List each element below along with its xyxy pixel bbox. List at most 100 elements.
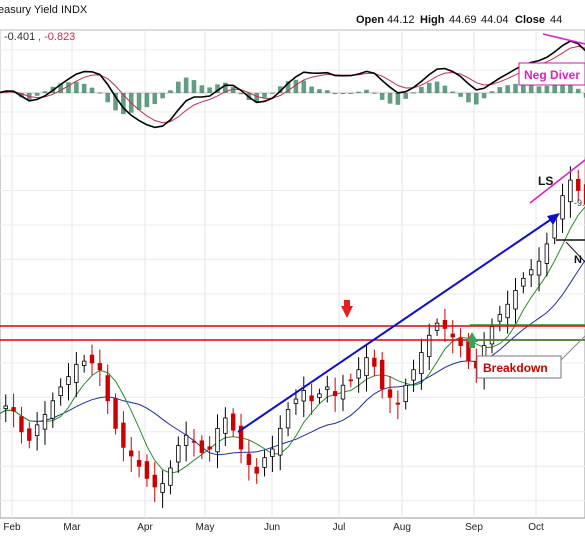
macd-divergence-line	[543, 34, 585, 44]
candle-body	[357, 370, 361, 378]
candle-body	[169, 468, 173, 485]
price-candle	[90, 345, 94, 375]
candle-body	[20, 417, 24, 432]
down-arrow-marker	[341, 306, 353, 318]
down-arrow-stem	[344, 300, 350, 307]
up-arrow-stem	[469, 342, 475, 348]
macd-histogram-bar	[364, 90, 369, 93]
candle-body	[145, 462, 149, 479]
high-value: 44.69	[449, 14, 477, 26]
candle-body	[43, 415, 47, 430]
price-candle	[365, 344, 369, 391]
macd-histogram-bar	[411, 92, 416, 93]
macd-histogram-bar	[474, 93, 479, 104]
candle-body	[529, 270, 533, 275]
macd-histogram-bar	[43, 91, 48, 93]
price-candle	[176, 436, 180, 472]
price-layer	[0, 166, 585, 508]
candle-body	[67, 377, 71, 385]
price-candle	[569, 166, 573, 217]
candle-body	[51, 401, 55, 419]
candle-body	[341, 385, 345, 399]
macd-histogram-bar	[66, 82, 71, 93]
macd-histogram-bar	[490, 91, 495, 93]
price-candle	[161, 470, 165, 508]
macd-histogram-bar	[168, 90, 173, 93]
price-candle	[59, 378, 63, 405]
price-candle	[459, 328, 463, 357]
candle-body	[545, 244, 549, 263]
price-candle	[545, 233, 549, 277]
candle-body	[114, 399, 118, 429]
candle-body	[412, 370, 416, 380]
candle-body	[380, 360, 384, 388]
macd-histogram-bar	[184, 78, 189, 93]
candle-body	[247, 454, 251, 464]
candle-body	[294, 399, 298, 403]
chart-title: easury Yield INDX	[0, 4, 88, 16]
open-value: 44.12	[387, 14, 415, 26]
candle-body	[122, 423, 126, 447]
macd-histogram-bar	[427, 83, 432, 93]
price-candle	[396, 390, 400, 419]
price-candle	[169, 460, 173, 494]
macd-histogram-bar	[537, 86, 542, 93]
price-candle	[263, 450, 267, 477]
x-tick-label: Apr	[137, 522, 153, 533]
candle-body	[82, 361, 86, 365]
x-tick-label: Jul	[333, 522, 346, 533]
macd-histogram-bar	[505, 85, 510, 93]
macd-histogram-bar	[458, 93, 463, 97]
candle-body	[12, 407, 16, 411]
macd-histogram-bar	[137, 93, 142, 110]
grid	[0, 30, 585, 518]
candle-body	[373, 358, 377, 366]
macd-histogram-bar	[450, 92, 455, 93]
price-candle	[114, 393, 118, 434]
breakdown-label: Breakdown	[483, 361, 548, 375]
price-candle	[341, 375, 345, 411]
x-tick-label: Mar	[63, 522, 81, 533]
macd-layer	[0, 34, 585, 127]
candle-body	[333, 391, 337, 395]
price-candle	[373, 350, 377, 377]
macd-histogram-bar	[576, 89, 581, 93]
trend-line	[238, 216, 556, 432]
x-tick-label: Sep	[465, 522, 483, 533]
low-value: 44.04	[481, 14, 509, 26]
price-candle	[145, 454, 149, 486]
candle-body	[278, 428, 282, 455]
macd-histogram-bar	[207, 87, 212, 93]
candle-body	[388, 390, 392, 398]
price-candle	[388, 376, 392, 413]
close-label: Close	[515, 14, 545, 26]
macd-histogram-bar	[317, 89, 322, 93]
trend-arrow-head	[547, 213, 560, 225]
candle-body	[561, 196, 565, 219]
price-candle	[529, 259, 533, 287]
macd-histogram-bar	[152, 93, 157, 104]
macd-histogram-bar	[482, 93, 487, 98]
candle-body	[451, 334, 455, 337]
candle-body	[396, 403, 400, 404]
macd-histogram-bar	[35, 93, 40, 96]
macd-histogram-bar	[239, 93, 244, 94]
candle-body	[106, 376, 110, 401]
macd-histogram-bar	[325, 90, 330, 93]
candle-body	[404, 385, 408, 401]
price-candle	[286, 402, 290, 436]
open-label: Open	[356, 14, 384, 26]
macd-histogram-bar	[145, 93, 150, 107]
price-candle	[27, 422, 31, 448]
overlay-layer	[0, 160, 585, 432]
price-candle	[435, 319, 439, 336]
macd-histogram-bar	[105, 93, 110, 102]
macd-histogram-bar	[341, 93, 346, 94]
candle-body	[365, 358, 369, 376]
macd-histogram-bar	[309, 87, 314, 93]
candle-body	[98, 364, 102, 370]
price-candle	[498, 306, 502, 331]
candle-body	[224, 418, 228, 433]
macd-histogram-bar	[200, 85, 205, 93]
macd-histogram-bar	[372, 93, 377, 94]
